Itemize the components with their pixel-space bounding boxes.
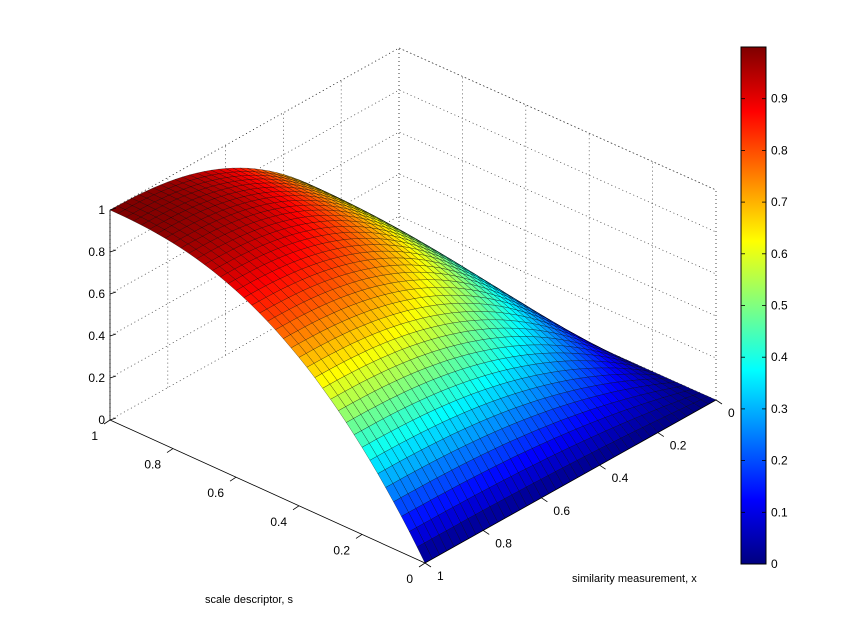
z-tick-label: 0 [98, 413, 105, 427]
x-tick-label: 0.2 [670, 439, 687, 453]
z-tick-label: 1 [98, 203, 105, 217]
x-tick-mark [715, 399, 723, 405]
colorbar-tick-label: 0.4 [771, 350, 788, 364]
y-tick-label: 0.6 [207, 486, 224, 500]
y-tick-label: 0 [406, 572, 413, 586]
x-tick-mark [424, 562, 432, 568]
x-tick-mark [482, 530, 490, 535]
colorbar-tick-label: 0 [771, 557, 778, 571]
x-tick-mark [599, 464, 606, 470]
colorbar-tick-label: 0.6 [771, 247, 788, 261]
z-tick-label: 0.2 [88, 371, 105, 385]
colorbar: 0 0.1 0.2 0.3 0.4 0.5 0.6 0.7 0.8 0.9 [740, 46, 788, 571]
x-tick-mark [541, 497, 548, 503]
colorbar-tick-label: 0.3 [771, 402, 788, 416]
x-axis-label: similarity measurement, x [572, 573, 697, 585]
x-tick-mark [657, 432, 665, 437]
colorbar-tick-label: 0.8 [771, 143, 788, 157]
z-tick-mark [109, 417, 117, 421]
colorbar-tick-label: 0.5 [771, 299, 788, 313]
colorbar-tick-label: 0.9 [771, 92, 788, 106]
colorbar-tick-label: 0.2 [771, 454, 788, 468]
y-tick-label: 0.4 [270, 515, 287, 529]
y-tick-mark [355, 534, 363, 539]
z-tick-mark [109, 249, 117, 253]
z-tick-label: 0.8 [88, 245, 105, 259]
x-axis-line [424, 399, 717, 564]
y-axis-line [109, 419, 426, 564]
y-tick-mark [229, 476, 237, 482]
x-tick-label: 0.4 [612, 471, 629, 485]
x-tick-label: 0.6 [553, 504, 570, 518]
y-tick-mark [292, 505, 300, 511]
x-tick-label: 0.8 [495, 536, 512, 550]
z-tick-label: 0.6 [88, 287, 105, 301]
y-tick-label: 1 [91, 429, 98, 443]
colorbar-tick-label: 0.1 [771, 505, 788, 519]
z-tick-label: 0.4 [88, 329, 105, 343]
z-tick-mark [109, 207, 117, 211]
y-tick-label: 0.8 [144, 458, 161, 472]
axis-ticks: 00.20.40.60.8100.20.40.60.8100.20.40.60.… [88, 203, 735, 586]
z-tick-mark [109, 333, 117, 337]
y-tick-mark [418, 562, 426, 568]
z-tick-mark [109, 291, 117, 295]
y-tick-label: 0.2 [333, 543, 350, 557]
surface-mesh [109, 167, 717, 564]
colorbar-tick-label: 0.7 [771, 195, 788, 209]
colorbar-ticks: 0 0.1 0.2 0.3 0.4 0.5 0.6 0.7 0.8 0.9 [741, 92, 788, 571]
y-tick-mark [103, 419, 111, 425]
x-tick-label: 1 [437, 569, 444, 583]
x-tick-label: 0 [728, 406, 735, 420]
z-tick-mark [109, 375, 117, 379]
y-tick-mark [166, 448, 174, 453]
y-axis-label: scale descriptor, s [205, 594, 294, 606]
